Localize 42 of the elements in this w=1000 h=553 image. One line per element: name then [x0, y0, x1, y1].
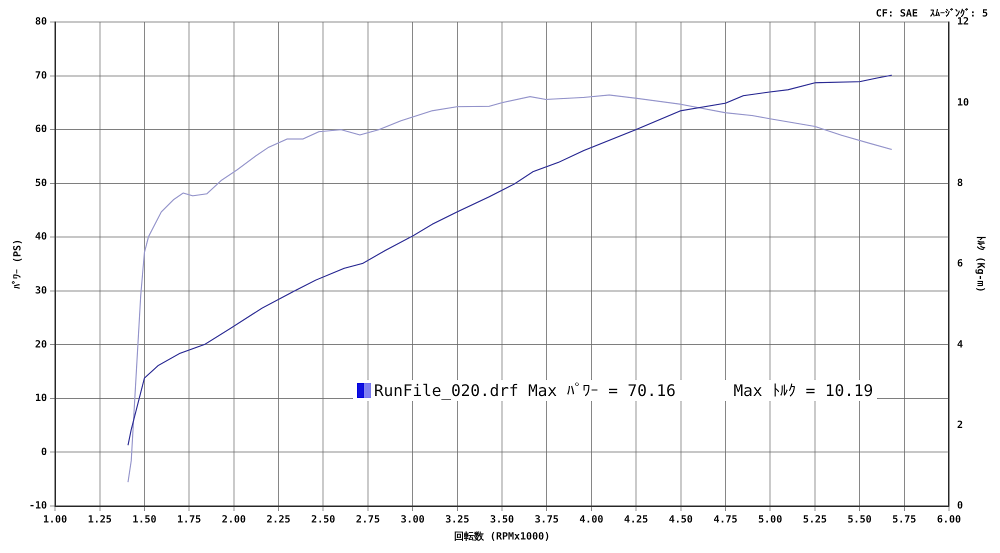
y2-axis-title: ﾄﾙｸ (Kg-m): [974, 235, 986, 293]
x-tick-label: 2.50: [311, 514, 336, 526]
y2-tick-label: 4: [956, 339, 963, 350]
x-tick-label: 4.75: [713, 514, 738, 526]
y-tick-label: 30: [35, 285, 48, 296]
x-tick-label: 3.00: [400, 514, 425, 526]
y2-tick-label: 8: [956, 178, 963, 189]
y-tick-label: 40: [35, 232, 48, 243]
y-tick-label: 50: [35, 178, 48, 189]
x-tick-label: 1.75: [177, 514, 202, 526]
x-tick-label: 4.50: [668, 514, 693, 526]
y-axis-title: ﾊﾟﾜｰ (PS): [12, 238, 24, 290]
x-tick-label: 3.50: [490, 514, 514, 526]
x-tick-label: 1.25: [88, 514, 112, 526]
y2-tick-label: 6: [956, 258, 963, 270]
y2-tick-label: 10: [956, 97, 970, 108]
y2-tick-label: 12: [956, 16, 970, 28]
x-tick-label: 2.00: [222, 514, 246, 526]
y-tick-label: 70: [35, 70, 48, 82]
y-tick-label: 80: [35, 16, 48, 28]
x-tick-label: 3.25: [445, 514, 470, 526]
x-tick-label: 1.00: [43, 514, 68, 526]
x-tick-label: 1.50: [132, 514, 156, 526]
x-tick-label: 3.75: [534, 514, 559, 526]
x-tick-label: 4.00: [579, 514, 604, 526]
y2-tick-label: 2: [956, 420, 963, 431]
y-tick-label: 60: [35, 124, 48, 136]
x-tick-label: 5.50: [848, 514, 872, 526]
y-tick-label: 10: [35, 393, 48, 404]
y-tick-label: 20: [35, 339, 48, 350]
x-tick-label: 2.75: [356, 514, 380, 526]
x-axis-title: 回転数 (RPMx1000): [454, 530, 550, 543]
x-tick-label: 6.00: [936, 514, 962, 526]
x-tick-label: 2.25: [266, 514, 291, 526]
x-tick-label: 5.25: [802, 514, 827, 526]
x-tick-label: 4.25: [624, 514, 648, 526]
x-tick-label: 5.75: [892, 514, 916, 526]
annotation: RunFile_020.drf Max ﾊﾟﾜｰ = 70.16 Max ﾄﾙｸ = 10.19: [374, 381, 874, 400]
x-tick-label: 5.00: [758, 514, 782, 526]
y-tick-label: -10: [29, 500, 48, 512]
y-tick-label: 0: [41, 446, 48, 458]
y2-tick-label: 0: [956, 500, 963, 512]
